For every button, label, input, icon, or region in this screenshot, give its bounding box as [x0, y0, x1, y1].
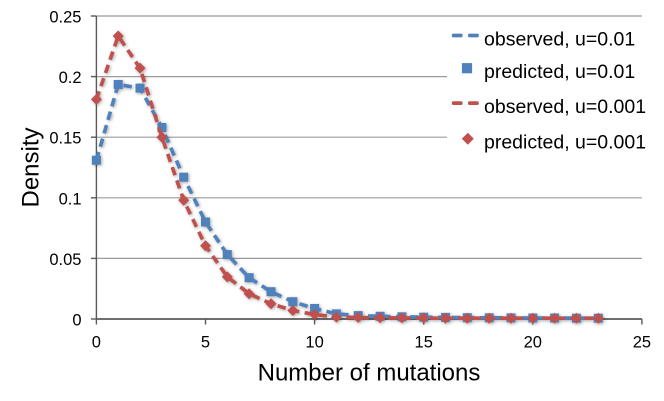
svg-text:predicted, u=0.01: predicted, u=0.01 — [484, 61, 635, 83]
svg-text:0.05: 0.05 — [49, 251, 81, 269]
svg-text:predicted, u=0.001: predicted, u=0.001 — [484, 132, 646, 154]
svg-text:25: 25 — [633, 334, 651, 352]
svg-text:15: 15 — [415, 334, 433, 352]
svg-text:0.15: 0.15 — [49, 130, 81, 148]
svg-text:observed, u=0.001: observed, u=0.001 — [484, 96, 646, 118]
svg-text:observed, u=0.01: observed, u=0.01 — [484, 28, 635, 50]
svg-text:0: 0 — [92, 334, 101, 352]
svg-text:0.1: 0.1 — [59, 190, 82, 208]
svg-text:5: 5 — [201, 334, 210, 352]
svg-text:Number of mutations: Number of mutations — [258, 360, 481, 387]
svg-text:20: 20 — [524, 334, 542, 352]
svg-text:0.25: 0.25 — [49, 9, 81, 27]
svg-text:10: 10 — [305, 334, 323, 352]
svg-text:0.2: 0.2 — [59, 69, 82, 87]
svg-text:Density: Density — [18, 127, 45, 207]
svg-text:0: 0 — [72, 312, 81, 330]
